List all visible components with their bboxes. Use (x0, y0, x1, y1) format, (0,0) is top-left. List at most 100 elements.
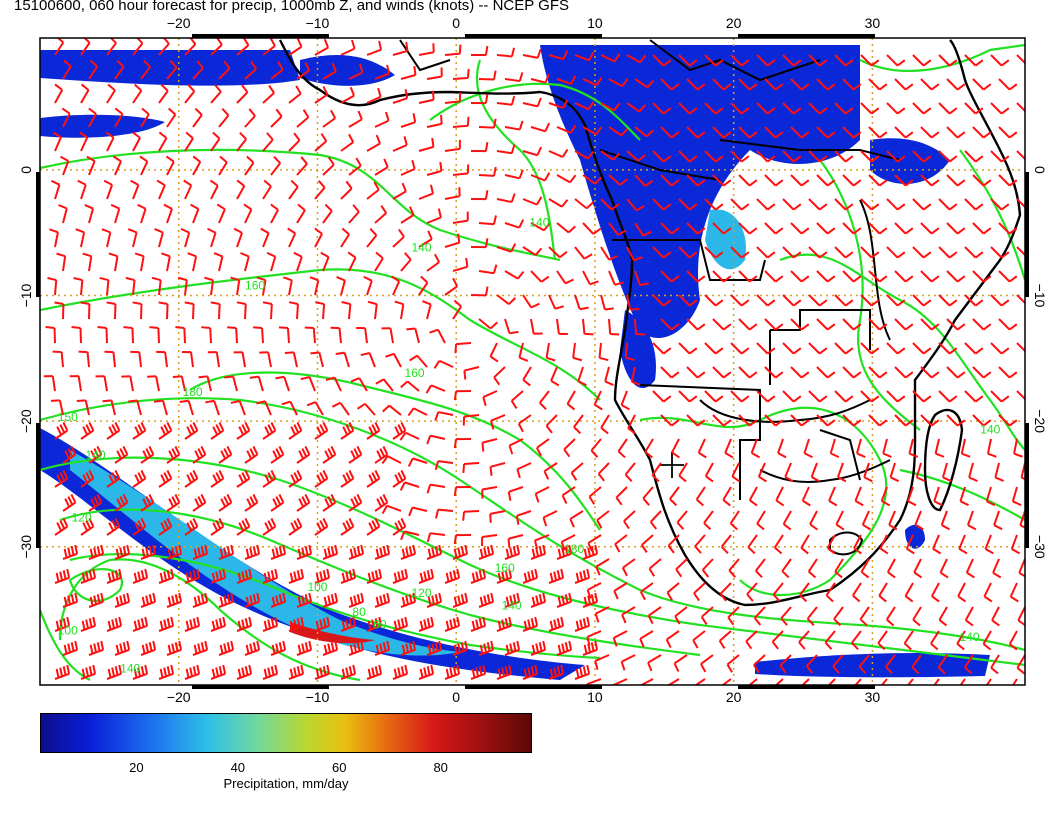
wind-barb (54, 301, 65, 320)
wind-barb (730, 294, 750, 307)
wind-barb (452, 592, 469, 608)
wind-barb (623, 510, 636, 530)
wind-barb (986, 438, 997, 458)
wind-barb (695, 486, 706, 507)
wind-barb (530, 544, 547, 560)
wind-barb (652, 54, 672, 67)
wind-barb (712, 126, 732, 139)
wind-barb (627, 414, 637, 435)
wind-barb (348, 110, 363, 128)
wind-barb (262, 568, 279, 584)
wind-barb (50, 179, 61, 200)
wind-barb (106, 83, 116, 104)
wind-barb (756, 246, 776, 259)
wind-barb (1011, 486, 1022, 507)
wind-barb (912, 390, 932, 403)
wind-barb (600, 53, 621, 63)
wind-barb (88, 544, 105, 560)
wind-barb (808, 102, 828, 115)
wind-barb (779, 654, 792, 674)
wind-barb (400, 380, 420, 392)
wind-barb (964, 246, 984, 259)
lat-tick-label-right: −10 (1032, 284, 1048, 308)
wind-barb (704, 54, 724, 67)
wind-barb (530, 73, 550, 84)
wind-barb (54, 38, 65, 56)
wind-barb (444, 277, 459, 296)
wind-barb (207, 351, 220, 368)
wind-barb (686, 318, 706, 331)
wind-barb (905, 534, 915, 555)
wind-barb (192, 60, 204, 80)
wind-barb (88, 494, 103, 512)
wind-barb (998, 270, 1018, 283)
wind-barb (782, 246, 802, 259)
wind-barb (158, 131, 168, 152)
wind-barb (801, 678, 810, 685)
wind-barb (522, 196, 543, 206)
wind-barb (99, 276, 110, 296)
wind-barb (957, 582, 967, 603)
wind-barb (1016, 342, 1025, 353)
wind-barb (712, 318, 732, 331)
wind-barb (582, 318, 594, 336)
wind-barb (998, 222, 1018, 235)
wind-barb (470, 568, 487, 584)
wind-barb (236, 38, 250, 56)
wind-barb (470, 142, 489, 153)
contour-label: 140 (529, 215, 549, 229)
wind-barb (860, 342, 880, 355)
wind-barb (964, 198, 984, 211)
wind-barb (595, 558, 610, 576)
wind-barb (994, 462, 1005, 482)
wind-barb (782, 198, 802, 211)
wind-barb (84, 204, 95, 224)
wind-barb (660, 270, 680, 283)
contour-label: 140 (411, 241, 431, 255)
wind-barb (686, 222, 706, 235)
wind-barb (542, 510, 558, 527)
wind-barb (704, 150, 724, 163)
wind-barb (704, 462, 714, 483)
wind-barb (489, 510, 506, 523)
wind-barb (204, 276, 214, 296)
wind-barb (834, 342, 854, 355)
colorbar-tick-label: 60 (332, 760, 347, 775)
wind-barb (184, 568, 201, 584)
wind-barb (908, 438, 919, 458)
contour-line (40, 148, 561, 262)
wind-barb (288, 518, 303, 536)
wind-barb (262, 179, 272, 200)
wind-barb (834, 294, 854, 307)
wind-barb (394, 300, 405, 320)
wind-barb (444, 139, 461, 152)
wind-barb (236, 131, 247, 152)
wind-barb (462, 462, 480, 474)
wind-barb (452, 68, 470, 80)
wind-barb (348, 446, 363, 464)
wind-barb (652, 390, 672, 403)
wind-barb (209, 179, 219, 200)
wind-barb (800, 534, 810, 555)
wind-barb (470, 94, 489, 105)
wind-barb (990, 54, 1010, 67)
wind-barb (236, 664, 253, 680)
contour-line (429, 82, 641, 141)
wind-barb (972, 222, 992, 235)
wind-barb (266, 251, 277, 272)
wind-barb (984, 534, 994, 555)
wind-barb (1024, 367, 1025, 369)
wind-barb (88, 107, 97, 128)
wind-barb (56, 252, 67, 272)
wind-barb (730, 342, 750, 355)
wind-barb (80, 38, 91, 56)
wind-barb (243, 203, 253, 224)
wind-barb (236, 422, 251, 440)
wind-barb (201, 326, 212, 344)
wind-barb (82, 252, 93, 272)
contour-label: 80 (352, 605, 366, 619)
wind-barb (574, 198, 594, 210)
wind-barb (920, 222, 940, 235)
wind-barb (829, 438, 840, 459)
wind-barb (381, 504, 402, 515)
